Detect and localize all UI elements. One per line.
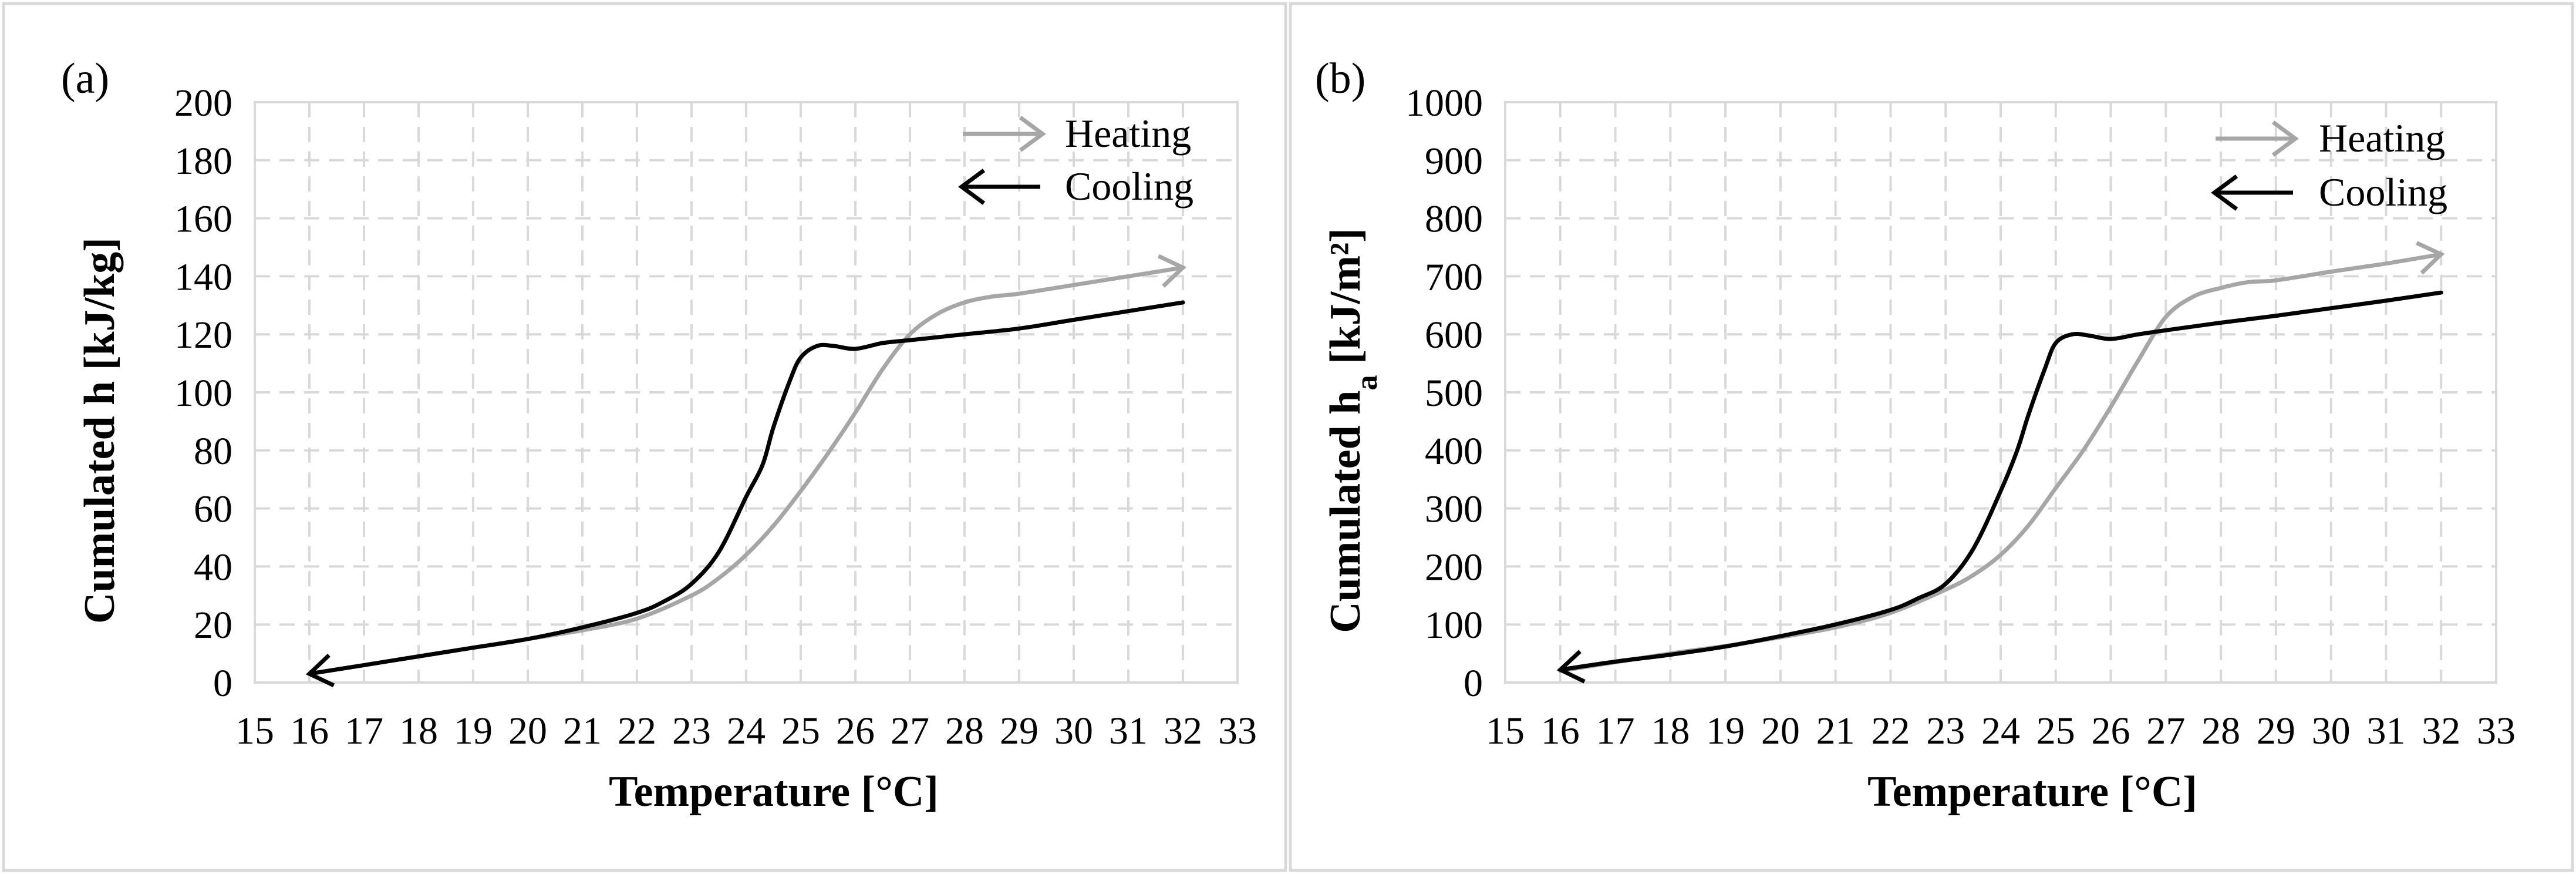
panel-b-x-tick-label: 17 [1596, 710, 1635, 752]
panel-a-x-tick-label: 25 [781, 710, 820, 752]
panel-a-x-tick-label: 21 [563, 710, 602, 752]
panel-b-heating-arrowhead [2416, 241, 2445, 275]
panel-b-x-tick-label: 21 [1816, 710, 1855, 752]
panel-a-y-tick-label: 20 [194, 604, 232, 647]
panel-b-x-tick-label: 19 [1706, 710, 1745, 752]
panel-b-x-tick-label: 24 [1981, 710, 2020, 752]
panel-a-y-tick-label: 160 [174, 198, 232, 241]
panel-b-x-tick-label: 25 [2036, 710, 2075, 752]
panel-b-y-tick-label: 800 [1425, 198, 1483, 241]
panel-a-x-tick-label: 27 [891, 710, 929, 752]
panel-a-x-tick-label: 16 [290, 710, 329, 752]
panel-b-x-ticks: 15 16 17 18 19 20 21 22 23 24 25 26 27 28 29 30 31 32 33 [1486, 710, 2516, 752]
panel-b-legend-cooling-label: Cooling [2319, 170, 2447, 214]
panel-a-x-tick-label: 32 [1164, 710, 1202, 752]
panel-a-y-tick-label: 100 [174, 372, 232, 415]
panel-a-x-tick-label: 24 [727, 710, 766, 752]
panel-a: (a) 0 20 40 60 80 100 120 140 160 180 200 15 16 17 18… [2, 2, 1287, 872]
panel-a-x-axis-title: Temperature [°C] [609, 768, 939, 816]
panel-b-label: (b) [1315, 55, 1365, 103]
panel-b-legend: Heating Cooling [2211, 116, 2447, 214]
panel-a-x-tick-label: 18 [399, 710, 438, 752]
panel-b-cooling-line [1558, 290, 2443, 672]
panel-a-series [305, 254, 1187, 688]
panel-b-cooling-arrowhead [1556, 650, 1586, 684]
panel-a-x-tick-label: 17 [345, 710, 383, 752]
panel-a-y-tick-label: 200 [174, 82, 232, 125]
panel-a-label: (a) [61, 55, 109, 103]
panel-b-x-tick-label: 32 [2422, 710, 2460, 752]
panel-a-x-tick-label: 19 [454, 710, 493, 752]
panel-b-y-tick-label: 600 [1425, 314, 1483, 357]
panel-a-cooling-line [307, 300, 1185, 676]
panel-a-heating-arrowhead [1157, 254, 1187, 288]
panel-b-y-tick-label: 100 [1425, 604, 1483, 647]
panel-b-y-tick-label: 300 [1425, 488, 1483, 531]
panel-b-y-tick-label: 0 [1464, 662, 1483, 705]
panel-a-legend-heating-arrowhead [1019, 116, 1046, 152]
panel-a-legend-heating-label: Heating [1065, 111, 1191, 156]
panel-a-y-tick-label: 40 [194, 546, 232, 589]
panel-b-y-axis-title-unit: [kJ/m²] [1321, 228, 1370, 375]
panel-a-y-tick-label: 140 [174, 256, 232, 298]
panel-a-y-tick-label: 60 [194, 488, 232, 531]
panel-a-y-axis-title-unit: [kJ/kg] [76, 237, 124, 381]
panel-b-y-tick-label: 500 [1425, 372, 1483, 415]
panel-a-x-tick-label: 22 [618, 710, 656, 752]
panel-a-y-tick-label: 120 [174, 314, 232, 357]
panel-a-legend: Heating Cooling [958, 111, 1193, 209]
panel-a-y-tick-label: 80 [194, 430, 232, 473]
panel-a-cooling-arrowhead [305, 654, 335, 688]
panel-b-y-tick-label: 1000 [1405, 82, 1483, 125]
panel-b-y-tick-label: 200 [1425, 546, 1483, 589]
panel-b-x-axis-title: Temperature [°C] [1867, 768, 2197, 816]
panel-b-x-tick-label: 18 [1651, 710, 1690, 752]
panel-b-x-tick-label: 23 [1926, 710, 1965, 752]
panel-a-y-tick-label: 0 [213, 662, 232, 705]
panel-b-x-tick-label: 22 [1871, 710, 1910, 752]
panel-b-y-axis-title: Cumulated ha [kJ/m²] [1321, 228, 1384, 633]
panel-b-x-tick-label: 33 [2477, 710, 2516, 752]
panel-b-x-tick-label: 29 [2257, 710, 2295, 752]
panel-a-x-tick-label: 26 [836, 710, 875, 752]
panel-a-x-tick-label: 15 [235, 710, 274, 752]
panel-b-x-tick-label: 28 [2201, 710, 2240, 752]
panel-a-x-tick-label: 30 [1054, 710, 1093, 752]
panel-b-y-axis-title-sub: a [1350, 375, 1384, 391]
panel-a-legend-cooling-arrowhead [958, 169, 986, 205]
panel-b-legend-heating-label: Heating [2319, 116, 2445, 160]
panel-b-x-tick-label: 31 [2366, 710, 2405, 752]
panel-a-x-ticks: 15 16 17 18 19 20 21 22 23 24 25 26 27 28 29 30 31 32 33 [235, 710, 1257, 752]
panel-b-y-tick-label: 400 [1425, 430, 1483, 473]
panel-a-legend-cooling-label: Cooling [1065, 164, 1193, 209]
panel-b-x-tick-label: 26 [2092, 710, 2130, 752]
panel-b-legend-cooling-arrowhead [2211, 174, 2238, 211]
panel-a-x-tick-label: 23 [672, 710, 711, 752]
panel-b-y-axis-title-main: Cumulated h [1321, 391, 1370, 633]
panel-b-x-tick-label: 15 [1486, 710, 1525, 752]
panel-a-x-tick-label: 33 [1218, 710, 1257, 752]
panel-a-y-axis-title: Cumulated h [kJ/kg] [76, 237, 124, 624]
panel-a-x-tick-label: 29 [1000, 710, 1039, 752]
panel-b-y-tick-label: 700 [1425, 256, 1483, 298]
panel-b-x-tick-label: 16 [1541, 710, 1580, 752]
panel-b-series [1556, 241, 2445, 684]
panel-b-x-tick-label: 27 [2146, 710, 2185, 752]
panel-a-gridlines [255, 102, 1238, 683]
panel-b-x-tick-label: 20 [1761, 710, 1800, 752]
panel-a-x-tick-label: 20 [508, 710, 547, 752]
panel-a-x-tick-label: 31 [1109, 710, 1148, 752]
panel-a-y-ticks: 0 20 40 60 80 100 120 140 160 180 200 [174, 82, 232, 705]
panel-a-x-tick-label: 28 [945, 710, 984, 752]
panel-b-y-ticks: 0 100 200 300 400 500 600 700 800 900 1000 [1405, 82, 1483, 705]
panel-b-legend-heating-arrowhead [2271, 120, 2299, 157]
panel-a-y-axis-title-main: Cumulated h [76, 381, 124, 624]
panel-b-y-tick-label: 900 [1425, 140, 1483, 183]
panel-a-y-tick-label: 180 [174, 140, 232, 183]
panel-b-x-tick-label: 30 [2312, 710, 2351, 752]
